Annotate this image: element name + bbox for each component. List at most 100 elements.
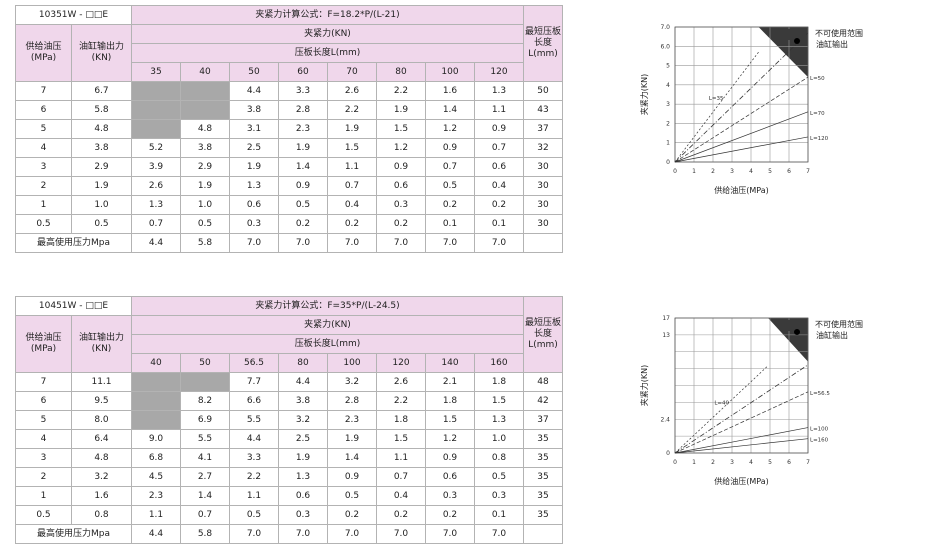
min-length-cell: 30 bbox=[523, 195, 563, 215]
force-cell: 2.2 bbox=[229, 467, 279, 487]
table-row: 1 1.0 1.3 1.0 0.6 0.5 0.4 0.3 0.2 0.2 30 bbox=[15, 195, 563, 215]
max-pressure-cell: 5.8 bbox=[180, 524, 230, 544]
pressure-cell: 5 bbox=[15, 119, 72, 139]
max-pressure-cell: 7.0 bbox=[278, 524, 328, 544]
pressure-cell: 3 bbox=[15, 448, 72, 468]
force-cell: 2.8 bbox=[278, 100, 328, 120]
pressure-cell: 2 bbox=[15, 176, 72, 196]
force-cell: 0.2 bbox=[425, 505, 475, 525]
series-label: L=100 bbox=[810, 427, 829, 433]
force-cell: 7.7 bbox=[229, 372, 279, 392]
x-tick-label: 3 bbox=[730, 168, 734, 175]
table-row: 7 11.1 7.7 4.4 3.2 2.6 2.1 1.8 48 bbox=[15, 372, 563, 392]
force-cell: 2.5 bbox=[278, 429, 328, 449]
series-label: L=50 bbox=[810, 76, 825, 82]
force-cell: 1.4 bbox=[425, 100, 475, 120]
force-cell: 0.9 bbox=[327, 467, 377, 487]
force-cell: 1.4 bbox=[327, 448, 377, 468]
pressure-cell: 0.5 bbox=[15, 505, 72, 525]
empty-cell bbox=[523, 233, 563, 253]
force-cell: 0.5 bbox=[327, 486, 377, 506]
force-cell: 2.2 bbox=[376, 391, 426, 411]
min-length-cell: 35 bbox=[523, 486, 563, 506]
force-cell: 3.2 bbox=[327, 372, 377, 392]
min-length-cell: 37 bbox=[523, 410, 563, 430]
force-cell: 5.5 bbox=[229, 410, 279, 430]
force-cell: 4.1 bbox=[180, 448, 230, 468]
force-cell: 0.6 bbox=[229, 195, 279, 215]
force-cell: 1.8 bbox=[376, 410, 426, 430]
force-cell: 8.2 bbox=[180, 391, 230, 411]
force-cell: 1.9 bbox=[180, 176, 230, 196]
force-cell: 0.6 bbox=[278, 486, 328, 506]
plot-frame bbox=[674, 317, 809, 454]
force-label: 夹紧力(KN) bbox=[131, 24, 524, 44]
force-cell: 0.2 bbox=[376, 214, 426, 234]
force-cell: 1.9 bbox=[278, 138, 328, 158]
force-cell: 1.9 bbox=[278, 448, 328, 468]
force-cell: 1.1 bbox=[376, 448, 426, 468]
force-cell: 1.4 bbox=[180, 486, 230, 506]
x-tick-label: 7 bbox=[806, 459, 810, 466]
force-cell: 2.5 bbox=[229, 138, 279, 158]
force-cell: 0.9 bbox=[474, 119, 524, 139]
y-axis-title: 夹紧力(KN) bbox=[639, 365, 649, 406]
length-header-cell: 56.5 bbox=[229, 353, 279, 373]
y-tick-label: 6.0 bbox=[660, 43, 670, 50]
output-cell: 3.8 bbox=[71, 138, 132, 158]
min-length-header: 最短压板长度L(mm) bbox=[523, 5, 563, 82]
force-cell: 1.3 bbox=[474, 410, 524, 430]
legend-output-marker bbox=[794, 38, 800, 44]
x-tick-label: 1 bbox=[692, 168, 696, 175]
legend-forbidden-label: 不可使用范围 bbox=[815, 28, 863, 38]
force-cell: 1.5 bbox=[376, 429, 426, 449]
table-row: 7 6.7 4.4 3.3 2.6 2.2 1.6 1.3 50 bbox=[15, 81, 563, 101]
force-cell: 1.9 bbox=[376, 100, 426, 120]
force-cell: 1.3 bbox=[474, 81, 524, 101]
series-label: L=70 bbox=[810, 111, 825, 117]
force-cell: 1.5 bbox=[327, 138, 377, 158]
pressure-cell: 0.5 bbox=[15, 214, 72, 234]
min-length-cell: 35 bbox=[523, 429, 563, 449]
force-cell: 1.3 bbox=[131, 195, 181, 215]
max-pressure-cell: 7.0 bbox=[474, 524, 524, 544]
table-row: 0.5 0.8 1.1 0.7 0.5 0.3 0.2 0.2 0.2 0.1 35 bbox=[15, 505, 563, 525]
chart-svg: 0 1 2 3 4 5 6 7 0 2.4 13 17 供给油压(MPa) 夹紧力(KN) L=40 L=56… bbox=[639, 315, 863, 486]
legend-output-marker bbox=[794, 329, 800, 335]
force-cell: 3.8 bbox=[180, 138, 230, 158]
force-cell: 6.6 bbox=[229, 391, 279, 411]
max-pressure-cell: 7.0 bbox=[327, 524, 377, 544]
force-cell: 3.2 bbox=[278, 410, 328, 430]
y-tick-label: 5 bbox=[666, 63, 670, 70]
x-tick-label: 7 bbox=[806, 168, 810, 175]
output-header: 油缸输出力(KN) bbox=[71, 315, 132, 373]
table-row: 2 3.2 4.5 2.7 2.2 1.3 0.9 0.7 0.6 0.5 35 bbox=[15, 467, 563, 487]
output-cell: 11.1 bbox=[71, 372, 132, 392]
legend-output-label: 油缸输出 bbox=[816, 330, 848, 340]
unusable-cell bbox=[180, 81, 230, 101]
length-header-cell: 50 bbox=[180, 353, 230, 373]
x-axis-title: 供给油压(MPa) bbox=[714, 476, 769, 486]
force-cell: 2.8 bbox=[327, 391, 377, 411]
max-pressure-label: 最高使用压力Mpa bbox=[15, 233, 132, 253]
force-cell: 2.2 bbox=[327, 100, 377, 120]
pressure-cell: 1 bbox=[15, 195, 72, 215]
force-cell: 5.5 bbox=[180, 429, 230, 449]
unusable-cell bbox=[180, 372, 230, 392]
force-cell: 0.6 bbox=[425, 467, 475, 487]
output-series-line bbox=[674, 364, 809, 454]
force-cell: 0.5 bbox=[229, 505, 279, 525]
max-pressure-cell: 7.0 bbox=[376, 233, 426, 253]
legend-forbidden-swatch bbox=[788, 29, 806, 40]
force-cell: 1.0 bbox=[474, 429, 524, 449]
y-tick-label: 0 bbox=[666, 159, 670, 166]
length-header-cell: 80 bbox=[376, 62, 426, 82]
min-length-cell: 30 bbox=[523, 157, 563, 177]
pressure-cell: 4 bbox=[15, 429, 72, 449]
min-length-header: 最短压板长度L(mm) bbox=[523, 296, 563, 373]
force-cell: 0.8 bbox=[474, 448, 524, 468]
force-cell: 3.1 bbox=[229, 119, 279, 139]
clamp-table-10451w: 10451W - □□E 夹紧力计算公式：F=35*P/(L-24.5) 最短压… bbox=[15, 296, 563, 544]
unusable-cell bbox=[131, 119, 181, 139]
output-cell: 1.6 bbox=[71, 486, 132, 506]
